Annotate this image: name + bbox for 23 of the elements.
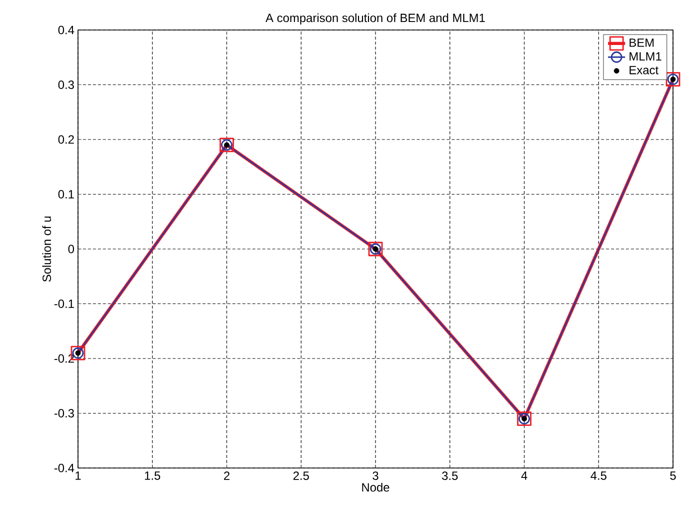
y-tick-label: 0 (68, 244, 74, 254)
x-tick-label: 1.5 (144, 472, 160, 480)
y-tick-label: 0.3 (58, 80, 74, 89)
chart-title: A comparison solution of BEM and MLM1 (266, 13, 485, 25)
legend-label: BEM (630, 38, 654, 47)
y-tick-label: 0.4 (58, 26, 74, 34)
x-tick-label: 1 (76, 472, 81, 480)
x-tick-label: 2 (224, 472, 230, 480)
x-tick-label: 3.5 (442, 472, 458, 480)
x-tick-label: 4.5 (590, 472, 606, 480)
y-tick-label: -0.1 (54, 300, 74, 308)
y-tick-label: -0.4 (54, 464, 74, 472)
x-tick-label: 5 (670, 472, 676, 480)
x-tick-label: 2.5 (293, 472, 309, 480)
legend-label: MLM1 (630, 52, 662, 60)
x-tick-label: 4 (521, 472, 528, 480)
x-tick-label: 3 (372, 472, 378, 480)
y-tick-label: 0.1 (58, 190, 74, 198)
y-tick-label: 0.2 (58, 135, 74, 144)
y-axis-title: Solution of u (42, 216, 52, 282)
x-axis-title: Node (362, 482, 390, 492)
legend-label: Exact (630, 66, 658, 74)
y-tick-label: -0.3 (54, 409, 74, 418)
